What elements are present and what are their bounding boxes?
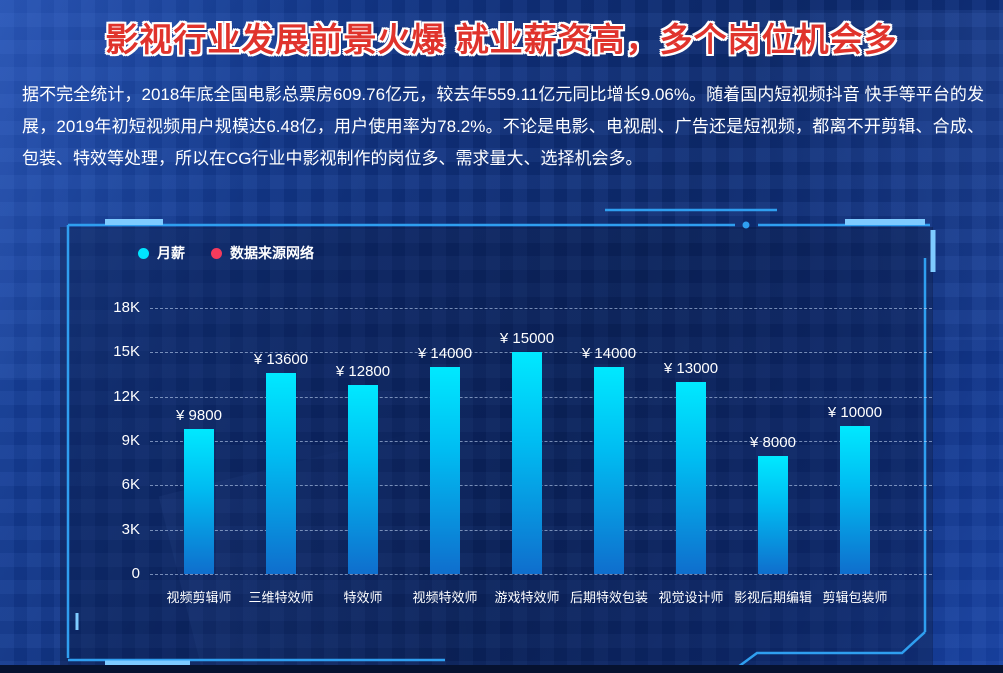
- bar-视频剪辑师: [184, 429, 214, 574]
- x-axis-label: 后期特效包装: [569, 590, 648, 605]
- bar-特效师: [348, 384, 378, 574]
- bar-value-label: ¥ 8000: [750, 433, 796, 451]
- bar-slot: ¥ 15000: [486, 308, 568, 574]
- bar-value-label: ¥ 14000: [581, 345, 637, 363]
- page-title: 影视行业发展前景火爆 就业薪资高，多个岗位机会多: [105, 21, 898, 58]
- bar-value-label: ¥ 10000: [827, 404, 883, 422]
- bar-slot: ¥ 14000: [568, 308, 650, 574]
- bar-三维特效师: [266, 373, 296, 574]
- bar-slot: ¥ 14000: [404, 308, 486, 574]
- y-axis-tick-label: 18K: [113, 299, 140, 316]
- bar-slot: ¥ 10000: [814, 308, 896, 574]
- legend-label-salary: 月薪: [157, 245, 185, 261]
- x-axis-labels: 视频剪辑师 三维特效师 特效师 视频特效师 游戏特效师 后期特效包装 视觉设计师 影视后期编辑…: [158, 587, 896, 606]
- intro-paragraph: 据不完全统计，2018年底全国电影总票房609.76亿元，较去年559.11亿元…: [22, 85, 984, 168]
- legend-dot-data-source-icon: [211, 247, 222, 259]
- bar-后期特效包装: [594, 367, 624, 574]
- bar-剪辑包装师: [840, 426, 870, 574]
- bar-slot: ¥ 13000: [650, 308, 732, 574]
- bar-slot: ¥ 12800: [322, 308, 404, 574]
- gridline: [150, 308, 932, 309]
- y-axis-tick-label: 12K: [113, 387, 140, 405]
- y-axis-tick-label: 6K: [121, 476, 140, 494]
- bar-游戏特效师: [512, 352, 542, 574]
- x-axis-label: 视觉设计师: [658, 590, 724, 605]
- chart-bars-container: ¥ 9800 ¥ 13600 ¥ 12800 ¥ 14000 ¥ 15000 ¥ 1400…: [158, 308, 896, 574]
- x-axis-label: 视频剪辑师: [166, 590, 232, 605]
- x-axis-label: 剪辑包装师: [822, 590, 888, 605]
- bar-slot: ¥ 13600: [240, 308, 322, 574]
- bar-slot: ¥ 9800: [158, 308, 240, 574]
- x-axis-label: 三维特效师: [248, 590, 314, 605]
- legend-dot-salary-icon: [138, 247, 149, 259]
- bar-value-label: ¥ 14000: [417, 345, 473, 363]
- y-axis-tick-label: 3K: [121, 520, 140, 538]
- y-axis-tick-label: 9K: [121, 432, 140, 449]
- legend-item-salary: 月薪: [138, 243, 185, 263]
- x-axis-label: 视频特效师: [412, 590, 478, 605]
- x-axis-label: 特效师: [343, 590, 383, 605]
- x-axis-label: 影视后期编辑: [733, 590, 812, 605]
- bar-value-label: ¥ 9800: [176, 407, 222, 425]
- bar-影视后期编辑: [758, 455, 788, 574]
- chart-legend: 月薪 数据来源网络: [138, 243, 314, 263]
- y-axis-tick-label: 0: [131, 565, 140, 582]
- bar-value-label: ¥ 13000: [663, 359, 719, 377]
- legend-item-data-source: 数据来源网络: [211, 243, 314, 263]
- bar-value-label: ¥ 12800: [335, 362, 391, 380]
- bar-视觉设计师: [676, 381, 706, 574]
- bar-视频特效师: [430, 367, 460, 574]
- legend-label-data-source: 数据来源网络: [230, 245, 314, 261]
- bar-slot: ¥ 8000: [732, 308, 814, 574]
- bottom-dark-strip: [0, 665, 1003, 673]
- bar-value-label: ¥ 15000: [499, 330, 555, 348]
- bar-value-label: ¥ 13600: [253, 351, 309, 369]
- gridline: [150, 574, 932, 575]
- y-axis-tick-label: 15K: [113, 343, 140, 361]
- x-axis-label: 游戏特效师: [494, 590, 560, 605]
